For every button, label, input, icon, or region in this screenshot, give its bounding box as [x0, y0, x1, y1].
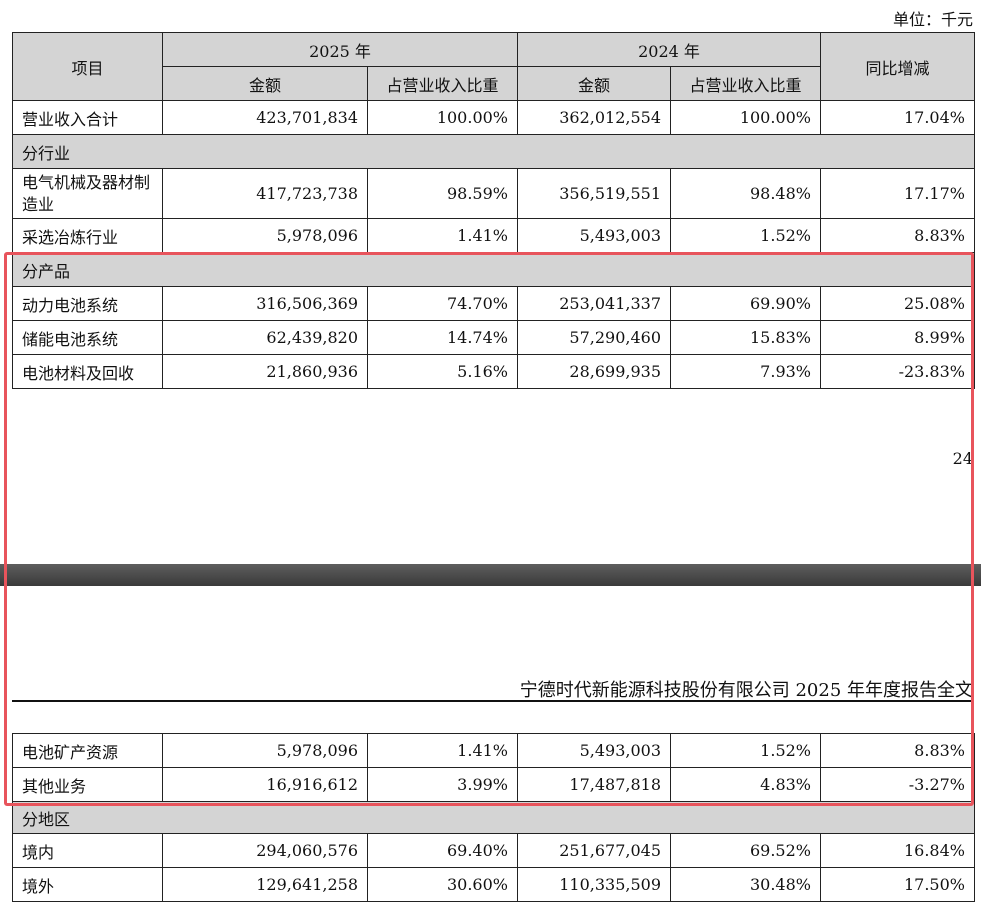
yoy-change: -23.83%: [820, 354, 975, 389]
amount-2025: 417,723,738: [162, 168, 368, 219]
share-2025: 74.70%: [367, 286, 518, 321]
unit-label: 单位：千元: [892, 10, 973, 29]
header-item: 项目: [12, 32, 163, 101]
amount-2025: 21,860,936: [162, 354, 368, 389]
report-header-title: 宁德时代新能源科技股份有限公司 2025 年年度报告全文: [519, 680, 973, 701]
share-2025: 98.59%: [367, 168, 518, 219]
share-2024: 69.90%: [670, 286, 821, 321]
header-amount-2024: 金额: [517, 66, 671, 101]
share-2024: 30.48%: [670, 867, 821, 902]
table-row: 其他业务 16,916,612 3.99% 17,487,818 4.83% -…: [12, 767, 975, 802]
share-2025: 1.41%: [367, 218, 518, 253]
table-row: 境内 294,060,576 69.40% 251,677,045 69.52%…: [12, 833, 975, 868]
table-row: 采选冶炼行业 5,978,096 1.41% 5,493,003 1.52% 8…: [12, 218, 975, 253]
amount-2025: 423,701,834: [162, 100, 368, 135]
row-label: 储能电池系统: [12, 320, 163, 355]
share-2025: 100.00%: [367, 100, 518, 135]
share-2024: 100.00%: [670, 100, 821, 135]
amount-2024: 253,041,337: [517, 286, 671, 321]
yoy-change: 8.83%: [820, 733, 975, 768]
section-label: 分行业: [12, 134, 975, 169]
revenue-table-part-2: 电池矿产资源 5,978,096 1.41% 5,493,003 1.52% 8…: [12, 733, 975, 902]
share-2025: 5.16%: [367, 354, 518, 389]
share-2024: 1.52%: [670, 218, 821, 253]
header-share-2024: 占营业收入比重: [670, 66, 821, 101]
page-break-divider: [0, 564, 981, 586]
share-2024: 69.52%: [670, 833, 821, 868]
row-label: 境内: [12, 833, 163, 868]
share-2024: 15.83%: [670, 320, 821, 355]
row-label: 电池材料及回收: [12, 354, 163, 389]
amount-2024: 251,677,045: [517, 833, 671, 868]
share-2024: 4.83%: [670, 767, 821, 802]
revenue-table-part-1: 项目 2025 年 2024 年 同比增减 金额 占营业收入比重 金额 占营业收…: [12, 32, 975, 389]
table-row: 电池矿产资源 5,978,096 1.41% 5,493,003 1.52% 8…: [12, 733, 975, 768]
amount-2024: 362,012,554: [517, 100, 671, 135]
yoy-change: 17.17%: [820, 168, 975, 219]
table-row: 电气机械及器材制造业 417,723,738 98.59% 356,519,55…: [12, 168, 975, 219]
header-yoy: 同比增减: [820, 32, 975, 101]
yoy-change: 16.84%: [820, 833, 975, 868]
table-row: 电池材料及回收 21,860,936 5.16% 28,699,935 7.93…: [12, 354, 975, 389]
share-2025: 30.60%: [367, 867, 518, 902]
amount-2025: 316,506,369: [162, 286, 368, 321]
row-label: 其他业务: [12, 767, 163, 802]
share-2024: 98.48%: [670, 168, 821, 219]
row-label: 境外: [12, 867, 163, 902]
amount-2025: 5,978,096: [162, 218, 368, 253]
yoy-change: 8.83%: [820, 218, 975, 253]
amount-2024: 57,290,460: [517, 320, 671, 355]
row-label: 动力电池系统: [12, 286, 163, 321]
amount-2024: 356,519,551: [517, 168, 671, 219]
amount-2024: 28,699,935: [517, 354, 671, 389]
section-row-product: 分产品: [12, 252, 975, 287]
amount-2024: 110,335,509: [517, 867, 671, 902]
header-rule: [12, 700, 974, 702]
section-label: 分地区: [12, 801, 975, 834]
amount-2024: 5,493,003: [517, 733, 671, 768]
share-2025: 14.74%: [367, 320, 518, 355]
share-2025: 3.99%: [367, 767, 518, 802]
yoy-change: 17.04%: [820, 100, 975, 135]
header-year-2025: 2025 年: [162, 32, 518, 67]
share-2024: 7.93%: [670, 354, 821, 389]
yoy-change: 17.50%: [820, 867, 975, 902]
table-row: 境外 129,641,258 30.60% 110,335,509 30.48%…: [12, 867, 975, 902]
share-2025: 69.40%: [367, 833, 518, 868]
table-row: 动力电池系统 316,506,369 74.70% 253,041,337 69…: [12, 286, 975, 321]
row-label: 采选冶炼行业: [12, 218, 163, 253]
page-number: 24: [952, 449, 973, 468]
amount-2025: 129,641,258: [162, 867, 368, 902]
yoy-change: -3.27%: [820, 767, 975, 802]
section-row-industry: 分行业: [12, 134, 975, 169]
yoy-change: 25.08%: [820, 286, 975, 321]
table-row: 储能电池系统 62,439,820 14.74% 57,290,460 15.8…: [12, 320, 975, 355]
amount-2024: 17,487,818: [517, 767, 671, 802]
row-label: 电气机械及器材制造业: [12, 168, 163, 219]
share-2024: 1.52%: [670, 733, 821, 768]
table-row-total: 营业收入合计 423,701,834 100.00% 362,012,554 1…: [12, 100, 975, 135]
header-year-2024: 2024 年: [517, 32, 821, 67]
header-amount-2025: 金额: [162, 66, 368, 101]
share-2025: 1.41%: [367, 733, 518, 768]
header-share-2025: 占营业收入比重: [367, 66, 518, 101]
row-label: 电池矿产资源: [12, 733, 163, 768]
amount-2025: 16,916,612: [162, 767, 368, 802]
yoy-change: 8.99%: [820, 320, 975, 355]
section-label: 分产品: [12, 252, 975, 287]
row-label: 营业收入合计: [12, 100, 163, 135]
amount-2025: 294,060,576: [162, 833, 368, 868]
section-row-region: 分地区: [12, 801, 975, 834]
amount-2025: 5,978,096: [162, 733, 368, 768]
amount-2025: 62,439,820: [162, 320, 368, 355]
amount-2024: 5,493,003: [517, 218, 671, 253]
